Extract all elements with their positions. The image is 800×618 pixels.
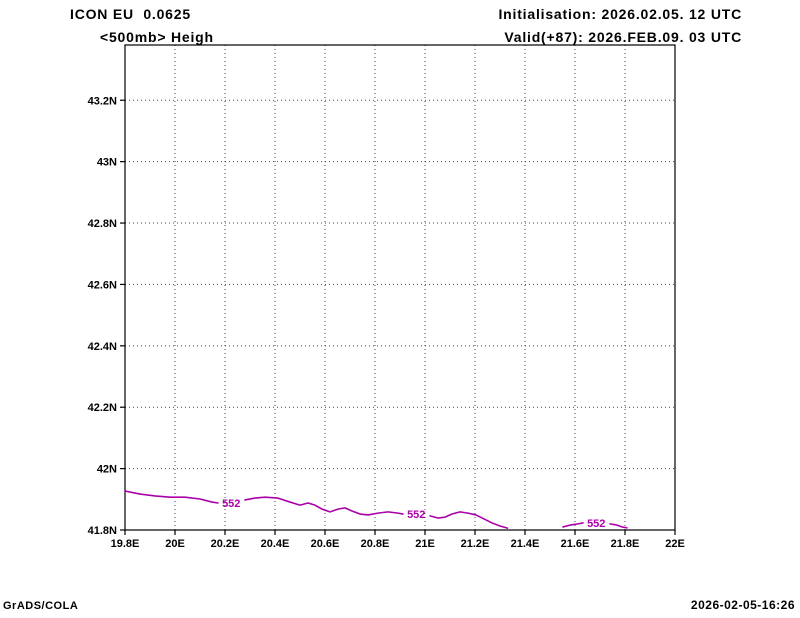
x-tick-label: 21.8E [611, 538, 640, 550]
x-tick-label: 20.8E [361, 538, 390, 550]
gridlines [125, 45, 675, 530]
x-tick-label: 19.8E [111, 538, 140, 550]
y-tick-label: 43N [97, 157, 117, 169]
contour-line-552: 552 552 552 [124, 490, 628, 530]
axis-ticks-and-labels: 19.8E 20E 20.2E 20.4E 20.6E 20.8E 21E 21.2E 21.4… [88, 95, 685, 550]
footer-timestamp: 2026-02-05-16:26 [690, 598, 795, 612]
x-tick-label: 20E [165, 538, 185, 550]
y-tick-label: 42.8N [88, 218, 117, 230]
y-tick-label: 42.4N [88, 341, 117, 353]
header-initialisation: Initialisation: 2026.02.05. 12 UTC [498, 6, 742, 22]
contour-value-label: 552 [587, 518, 605, 530]
contour-value-label: 552 [222, 498, 240, 510]
y-tick-label: 43.2N [88, 95, 117, 107]
plot-border [124, 44, 676, 531]
x-tick-label: 21.6E [561, 538, 590, 550]
header-model-title: ICON EU 0.0625 [70, 6, 191, 22]
x-tick-label: 21.2E [461, 538, 490, 550]
y-tick-label: 42N [97, 464, 117, 476]
x-tick-label: 21E [415, 538, 435, 550]
x-tick-label: 20.4E [261, 538, 290, 550]
y-tick-label: 42.2N [88, 402, 117, 414]
x-tick-label: 22E [665, 538, 685, 550]
header-valid-time: Valid(+87): 2026.FEB.09. 03 UTC [504, 29, 742, 45]
y-tick-label: 41.8N [88, 525, 117, 537]
x-tick-label: 21.4E [511, 538, 540, 550]
contour-value-label: 552 [407, 509, 425, 521]
y-tick-label: 42.6N [88, 279, 117, 291]
footer-grads-brand: GrADS/COLA [3, 600, 79, 612]
header-field-title: <500mb> Heigh [100, 29, 214, 45]
x-tick-label: 20.2E [211, 538, 240, 550]
x-tick-label: 20.6E [311, 538, 340, 550]
